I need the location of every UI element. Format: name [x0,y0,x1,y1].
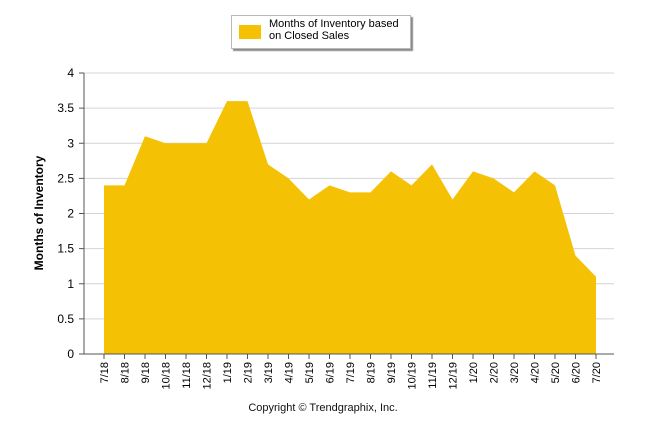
x-tick-label: 1/20 [468,362,480,383]
x-tick-label: 1/19 [222,362,234,383]
x-tick-label: 4/19 [284,362,296,383]
legend-label-line-2: on Closed Sales [269,30,409,42]
y-tick-label: 4 [67,66,74,80]
y-tick-label: 1.5 [57,242,74,256]
x-tick-label: 2/19 [243,362,255,383]
x-tick-label: 7/20 [591,362,603,383]
series-area-layer [104,101,596,354]
x-tick-label: 7/19 [345,362,357,383]
x-tick-label: 6/20 [571,362,583,383]
y-axis-title: Months of Inventory [32,155,46,270]
x-tick-label: 10/19 [407,362,419,390]
y-tick-label: 0.5 [57,312,74,326]
y-tick-label: 0 [67,347,74,361]
x-tick-label: 11/18 [181,362,193,389]
x-tick-label: 9/19 [386,362,398,383]
x-tick-label: 7/18 [99,362,111,383]
legend-swatch [239,25,261,39]
x-tick-label: 5/20 [550,362,562,383]
x-tick-labels: 7/18 8/18 9/18 10/18 11/18 12/18 1/19 2/19 3/19 4… [99,362,603,390]
y-tick-label: 2 [67,207,74,221]
y-tick-label: 3 [67,136,74,150]
x-tick-label: 12/18 [202,362,214,390]
x-tick-label: 4/20 [530,362,542,383]
copyright-footer: Copyright © Trendgraphix, Inc. [0,402,646,414]
x-tick-label: 3/19 [263,362,275,383]
x-tick-label: 8/18 [120,362,132,383]
legend: Months of Inventory based on Closed Sale… [231,15,411,49]
legend-label-line-1: Months of Inventory based [269,18,409,30]
y-tick-labels: 0 0.5 1 1.5 2 2.5 3 3.5 4 [57,66,74,361]
x-tick-label: 11/19 [427,362,439,389]
x-tick-label: 2/20 [489,362,501,383]
series-area [104,101,596,354]
y-tick-label: 3.5 [57,101,74,115]
x-tick-label: 5/19 [304,362,316,383]
x-tick-label: 8/19 [366,362,378,383]
x-tick-label: 9/18 [140,362,152,383]
y-tick-label: 2.5 [57,171,74,185]
x-tick-label: 10/18 [161,362,173,390]
y-tick-label: 1 [67,277,74,291]
x-tick-label: 12/19 [448,362,460,390]
x-tick-label: 6/19 [325,362,337,383]
x-tick-label: 3/20 [509,362,521,383]
legend-label: Months of Inventory based on Closed Sale… [269,18,409,42]
